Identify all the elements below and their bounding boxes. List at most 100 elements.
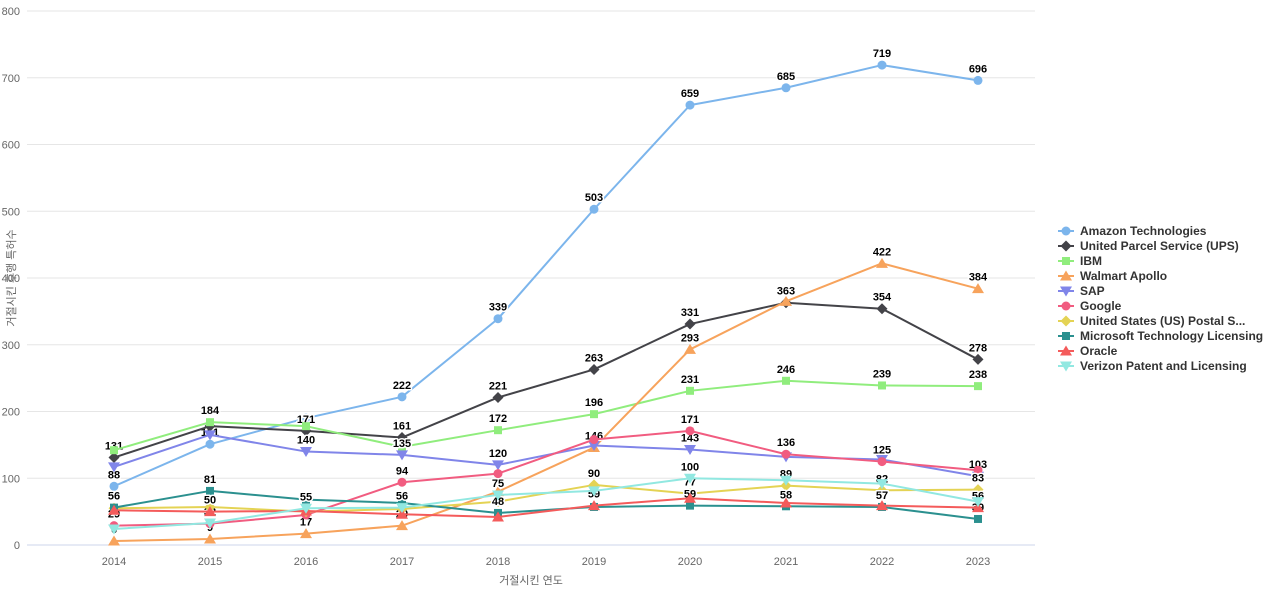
data-point-sap-2017[interactable] (396, 450, 408, 461)
legend-item-united-states-us-postal-s[interactable]: United States (US) Postal S... (1058, 314, 1245, 328)
data-point-ibm-2014[interactable] (110, 446, 118, 455)
data-point-oracle-2022[interactable] (876, 500, 888, 511)
data-point-verizon-patent-and-licensing-2023[interactable] (972, 497, 984, 508)
data-point-label: 239 (873, 368, 891, 380)
data-point-oracle-2023[interactable] (972, 502, 984, 513)
data-point-walmart-apollo-2016[interactable] (300, 528, 312, 539)
data-point-google-2020[interactable] (685, 426, 695, 436)
data-point-sap-2016[interactable] (300, 447, 312, 458)
data-point-google-2019[interactable] (589, 435, 599, 445)
data-point-amazon-technologies-2021[interactable] (781, 83, 791, 93)
data-point-united-parcel-service-ups-2023[interactable] (972, 353, 984, 365)
data-point-verizon-patent-and-licensing-2014[interactable] (108, 524, 120, 535)
data-point-ibm-2021[interactable] (782, 376, 790, 385)
data-point-verizon-patent-and-licensing-2022[interactable] (876, 479, 888, 490)
data-point-walmart-apollo-2021[interactable] (780, 295, 792, 306)
data-point-label: 81 (204, 474, 216, 486)
data-point-microsoft-technology-licensing-2017[interactable] (398, 498, 406, 507)
data-point-walmart-apollo-2015[interactable] (204, 533, 216, 544)
x-tick-label: 2014 (102, 556, 126, 568)
y-tick-label: 400 (2, 273, 20, 285)
legend-item-oracle[interactable]: Oracle (1058, 344, 1118, 358)
data-point-sap-2018[interactable] (492, 460, 504, 471)
legend-item-walmart-apollo[interactable]: Walmart Apollo (1058, 269, 1167, 283)
data-point-amazon-technologies-2020[interactable] (685, 100, 695, 110)
data-point-sap-2015[interactable] (204, 430, 216, 441)
series-line-microsoft-technology-licensing (113, 489, 979, 520)
data-point-united-states-us-postal-s-2022[interactable] (876, 484, 888, 496)
data-point-oracle-2020[interactable] (684, 492, 696, 503)
data-point-oracle-2015[interactable] (204, 506, 216, 517)
data-point-walmart-apollo-2017[interactable] (396, 520, 408, 531)
data-point-label: 17 (300, 517, 312, 529)
data-point-walmart-apollo-2023[interactable] (972, 283, 984, 294)
data-point-microsoft-technology-licensing-2020[interactable] (686, 501, 694, 510)
series-ibm: 184 172 196 231 246 239 238 (110, 362, 989, 455)
data-point-sap-2019[interactable] (588, 441, 600, 452)
data-point-ibm-2018[interactable] (494, 426, 502, 435)
legend-item-verizon-patent-and-licensing[interactable]: Verizon Patent and Licensing (1058, 359, 1247, 373)
data-point-verizon-patent-and-licensing-2016[interactable] (300, 503, 312, 514)
data-point-google-2021[interactable] (781, 449, 791, 459)
data-point-label: 171 (297, 414, 315, 426)
data-point-google-2022[interactable] (877, 457, 887, 467)
data-point-label: 125 (873, 445, 891, 457)
data-point-ibm-2023[interactable] (974, 382, 982, 391)
legend-item-microsoft-technology-licensing[interactable]: Microsoft Technology Licensing (1058, 329, 1263, 343)
y-tick-label: 0 (14, 540, 20, 552)
data-point-verizon-patent-and-licensing-2015[interactable] (204, 518, 216, 529)
data-point-ibm-2015[interactable] (206, 418, 214, 427)
data-point-microsoft-technology-licensing-2016[interactable] (302, 495, 310, 504)
data-point-ibm-2019[interactable] (590, 410, 598, 419)
legend-item-ibm[interactable]: IBM (1058, 254, 1102, 268)
data-point-walmart-apollo-2014[interactable] (108, 535, 120, 546)
data-point-united-parcel-service-ups-2020[interactable] (684, 318, 696, 330)
data-point-microsoft-technology-licensing-2023[interactable] (974, 514, 982, 523)
legend-item-united-parcel-service-ups[interactable]: United Parcel Service (UPS) (1058, 239, 1239, 253)
data-point-oracle-2014[interactable] (108, 504, 120, 515)
data-point-google-2023[interactable] (973, 465, 983, 475)
data-point-oracle-2017[interactable] (396, 508, 408, 519)
data-point-microsoft-technology-licensing-2015[interactable] (206, 486, 214, 495)
data-point-verizon-patent-and-licensing-2019[interactable] (588, 486, 600, 497)
data-point-united-parcel-service-ups-2019[interactable] (588, 363, 600, 375)
data-point-amazon-technologies-2017[interactable] (397, 392, 407, 402)
data-point-united-parcel-service-ups-2017[interactable] (396, 432, 408, 444)
data-point-united-parcel-service-ups-2018[interactable] (492, 391, 504, 403)
data-point-walmart-apollo-2020[interactable] (684, 343, 696, 354)
data-point-verizon-patent-and-licensing-2021[interactable] (780, 475, 792, 486)
legend-item-amazon-technologies[interactable]: Amazon Technologies (1058, 224, 1207, 238)
data-point-ibm-2017[interactable] (398, 442, 406, 451)
data-point-label: 503 (585, 192, 603, 204)
data-point-amazon-technologies-2019[interactable] (589, 204, 599, 214)
data-point-sap-2020[interactable] (684, 445, 696, 456)
data-point-united-parcel-service-ups-2022[interactable] (876, 303, 888, 315)
data-point-ibm-2022[interactable] (878, 381, 886, 390)
data-point-oracle-2021[interactable] (780, 497, 792, 508)
data-point-amazon-technologies-2016[interactable] (301, 413, 311, 423)
legend-item-google[interactable]: Google (1058, 299, 1122, 313)
data-point-sap-2014[interactable] (108, 462, 120, 473)
data-point-walmart-apollo-2022[interactable] (876, 257, 888, 268)
data-point-ibm-2016[interactable] (302, 422, 310, 431)
data-point-verizon-patent-and-licensing-2018[interactable] (492, 490, 504, 501)
data-point-label: 222 (393, 380, 411, 392)
data-point-verizon-patent-and-licensing-2017[interactable] (396, 503, 408, 514)
data-point-ibm-2020[interactable] (686, 386, 694, 395)
data-point-united-parcel-service-ups-2014[interactable] (108, 452, 120, 464)
data-point-amazon-technologies-2022[interactable] (877, 60, 887, 70)
legend-item-sap[interactable]: SAP (1058, 284, 1105, 298)
data-point-google-2018[interactable] (493, 469, 503, 479)
data-point-amazon-technologies-2015[interactable] (205, 439, 215, 449)
data-point-amazon-technologies-2023[interactable] (973, 75, 983, 85)
data-point-oracle-2018[interactable] (492, 511, 504, 522)
data-point-united-states-us-postal-s-2023[interactable] (972, 484, 984, 496)
data-point-united-states-us-postal-s-2018[interactable] (492, 496, 504, 508)
data-point-amazon-technologies-2018[interactable] (493, 314, 503, 324)
data-point-google-2017[interactable] (397, 477, 407, 487)
data-point-amazon-technologies-2014[interactable] (109, 481, 119, 491)
data-point-oracle-2019[interactable] (588, 500, 600, 511)
data-point-sap-2023[interactable] (972, 471, 984, 482)
y-tick-label: 800 (2, 6, 20, 18)
data-point-verizon-patent-and-licensing-2020[interactable] (684, 473, 696, 484)
